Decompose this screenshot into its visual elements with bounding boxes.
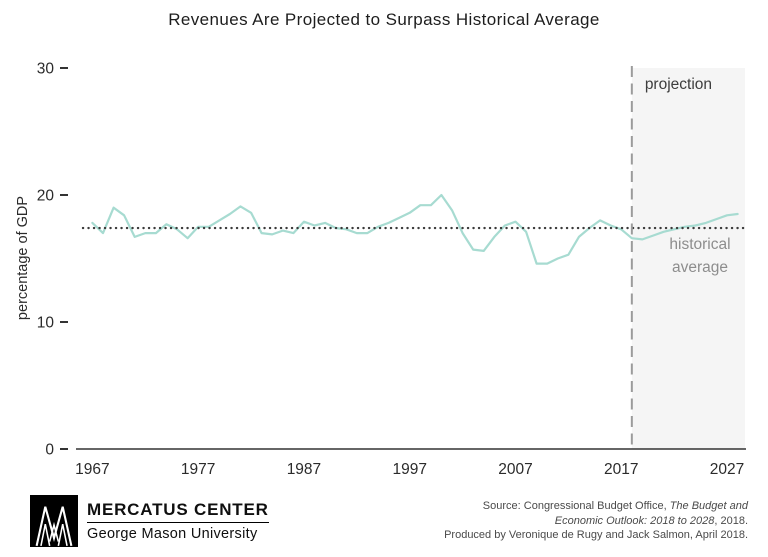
footer: MERCATUS CENTER George Mason University … [0,493,768,557]
revenue-line [91,193,739,265]
source-line-3: Produced by Veronique de Rugy and Jack S… [444,529,748,542]
projection-label: projection [645,76,712,93]
y-tick-label: 10 [37,315,55,332]
x-tick-label: 2017 [604,461,638,478]
y-tick-label: 0 [45,442,54,459]
brand-subtitle: George Mason University [87,526,258,542]
projection-region [631,68,745,449]
historical-average-label-line2: average [672,259,728,276]
x-tick-label: 1967 [75,461,109,478]
mercatus-logo [30,495,78,547]
historical-average-label-line1: historical [669,236,730,253]
x-tick-label: 2027 [710,461,744,478]
brand-divider [87,522,269,523]
x-tick-label: 2007 [498,461,532,478]
y-tick-label: 30 [37,61,55,78]
revenue-line-chart: 0 10 20 30 1967 1977 1987 1997 2007 2017 2027 perce… [15,61,747,478]
mercatus-logo-mark-icon [35,506,73,547]
brand-name: MERCATUS CENTER [87,500,269,519]
mercatus-brand: MERCATUS CENTER George Mason University [30,495,269,547]
x-tick-label: 1997 [392,461,426,478]
logo-mark-stroke [48,521,60,542]
logo-mark-stroke [35,506,73,547]
brand-text: MERCATUS CENTER George Mason University [87,500,269,542]
x-tick-label: 1977 [181,461,215,478]
chart-title: Revenues Are Projected to Surpass Histor… [168,10,600,29]
y-tick-label: 20 [37,188,55,205]
logo-mark-stroke [40,523,51,547]
source-line-1: Source: Congressional Budget Office, The… [482,499,748,512]
logo-mark-stroke [57,523,68,547]
y-axis-title: percentage of GDP [15,196,31,320]
source-line-2: Economic Outlook: 2018 to 2028, 2018. [554,514,748,527]
x-tick-label: 1987 [287,461,321,478]
source-text: Source: Congressional Budget Office, The… [444,499,748,544]
